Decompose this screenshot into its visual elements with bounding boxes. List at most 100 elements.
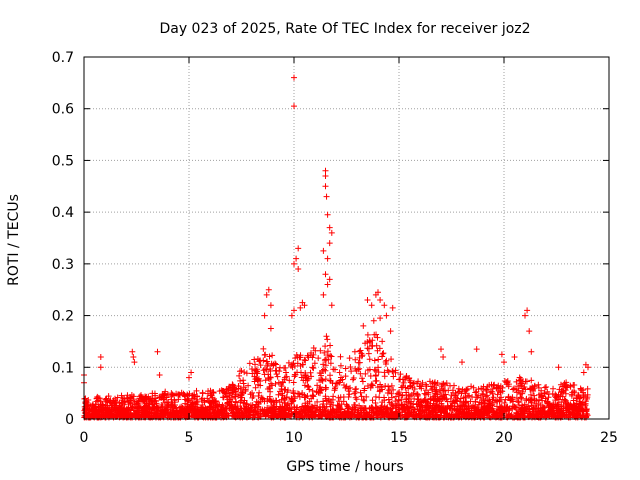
data-point: [415, 378, 422, 385]
data-point: [315, 413, 322, 420]
plot-frame: [83, 56, 610, 420]
data-point: [151, 407, 158, 414]
data-point: [371, 366, 378, 373]
data-point: [384, 367, 391, 374]
data-point: [153, 404, 160, 411]
data-point: [262, 377, 269, 384]
data-point: [310, 351, 317, 358]
data-point: [239, 410, 246, 417]
data-point: [576, 395, 583, 402]
data-point: [199, 390, 206, 397]
outlier-point: [387, 328, 394, 335]
data-point: [257, 362, 264, 369]
outlier-point: [322, 167, 329, 174]
data-point: [388, 382, 395, 389]
data-point: [531, 382, 538, 389]
data-point: [226, 398, 233, 405]
data-point: [535, 381, 542, 388]
data-point: [158, 404, 165, 411]
data-point: [184, 392, 191, 399]
data-point: [358, 393, 365, 400]
data-point: [455, 385, 462, 392]
data-point: [362, 411, 369, 418]
data-point: [261, 352, 268, 359]
data-point: [223, 405, 230, 412]
data-point: [394, 390, 401, 397]
data-point: [260, 408, 267, 415]
data-point: [253, 401, 260, 408]
data-point: [483, 387, 490, 394]
data-point: [426, 378, 433, 385]
outlier-point: [381, 302, 388, 309]
data-point: [563, 379, 570, 386]
outlier-point: [154, 348, 161, 355]
data-point: [574, 405, 581, 412]
data-point: [497, 403, 504, 410]
data-point: [285, 359, 292, 366]
x-tick-label: 25: [600, 430, 618, 446]
data-point: [366, 356, 373, 363]
data-point: [252, 361, 259, 368]
data-point: [340, 381, 347, 388]
data-point: [364, 367, 371, 374]
data-point: [322, 376, 329, 383]
data-point: [290, 389, 297, 396]
data-point: [385, 387, 392, 394]
data-point: [558, 403, 564, 410]
data-point: [251, 356, 258, 363]
data-point: [284, 404, 291, 411]
data-point: [451, 398, 458, 405]
data-point: [385, 396, 392, 403]
data-point: [281, 395, 288, 402]
y-axis-label: ROTI / TECUs: [6, 194, 22, 286]
data-point: [252, 404, 259, 411]
data-point: [364, 345, 371, 352]
data-point: [379, 338, 386, 345]
data-point: [330, 366, 337, 373]
data-point: [468, 404, 475, 411]
data-point: [264, 360, 271, 367]
data-point: [518, 405, 525, 412]
data-point: [521, 401, 528, 408]
data-point: [335, 379, 342, 386]
data-point: [347, 384, 354, 391]
data-point: [516, 374, 523, 381]
data-point: [127, 395, 134, 402]
data-point: [389, 402, 396, 409]
data-point: [251, 378, 258, 385]
data-point: [580, 411, 587, 418]
data-point: [579, 412, 586, 419]
outlier-point: [291, 103, 297, 110]
y-axis-ticks: 0 0.1 0.2 0.3 0.4 0.5 0.6 0.7: [52, 50, 609, 428]
data-point: [359, 378, 366, 385]
data-point: [324, 336, 331, 343]
outlier-point: [377, 297, 384, 304]
data-point: [396, 397, 403, 404]
data-point: [418, 412, 425, 419]
data-point: [410, 406, 417, 413]
data-point: [305, 383, 312, 390]
data-point: [405, 411, 412, 418]
data-point: [535, 384, 542, 391]
data-point: [169, 405, 176, 412]
data-point: [521, 383, 528, 390]
data-point: [456, 408, 463, 415]
outlier-point: [522, 312, 528, 319]
data-point: [351, 404, 358, 411]
data-point: [562, 397, 569, 404]
data-point: [416, 403, 423, 410]
outlier-point: [131, 359, 138, 366]
data-point: [308, 403, 315, 410]
data-point: [291, 371, 298, 378]
data-point: [521, 406, 528, 413]
data-point: [331, 387, 338, 394]
data-point: [525, 408, 532, 415]
data-point: [293, 404, 300, 411]
data-point: [426, 411, 433, 418]
data-point: [141, 411, 148, 418]
data-point: [345, 394, 352, 401]
data-point: [302, 357, 309, 364]
data-point: [100, 412, 107, 419]
x-tick-label: 10: [285, 430, 303, 446]
data-point: [464, 392, 471, 399]
